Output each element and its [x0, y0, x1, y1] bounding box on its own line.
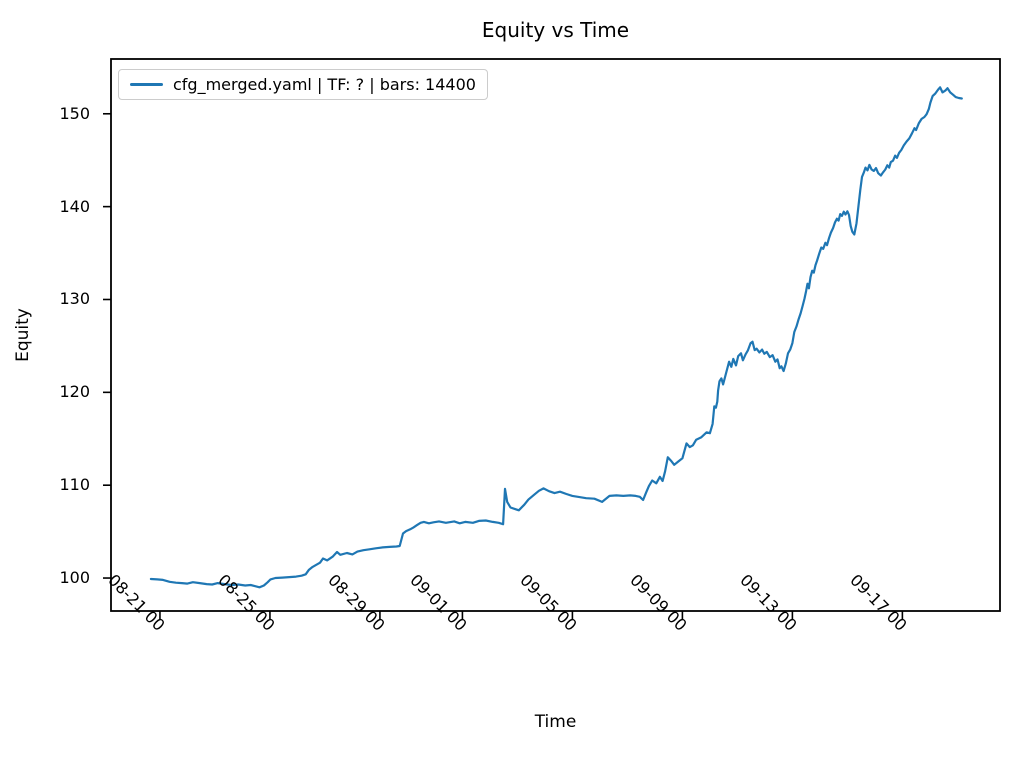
legend-line-swatch [130, 83, 163, 86]
y-tick-label: 110 [59, 475, 90, 495]
y-axis-label: Equity [13, 308, 33, 362]
y-tick-label: 130 [59, 289, 90, 309]
legend: cfg_merged.yaml | TF: ? | bars: 14400 [118, 69, 488, 100]
y-tick-label: 140 [59, 196, 90, 216]
legend-label: cfg_merged.yaml | TF: ? | bars: 14400 [173, 75, 476, 94]
plot-border [110, 58, 1001, 612]
y-tick-label: 150 [59, 103, 90, 123]
chart-title: Equity vs Time [481, 18, 630, 42]
equity-line [149, 86, 963, 589]
y-tick-label: 100 [59, 568, 90, 588]
x-axis-label: Time [534, 712, 577, 732]
y-tick-label: 120 [59, 382, 90, 402]
